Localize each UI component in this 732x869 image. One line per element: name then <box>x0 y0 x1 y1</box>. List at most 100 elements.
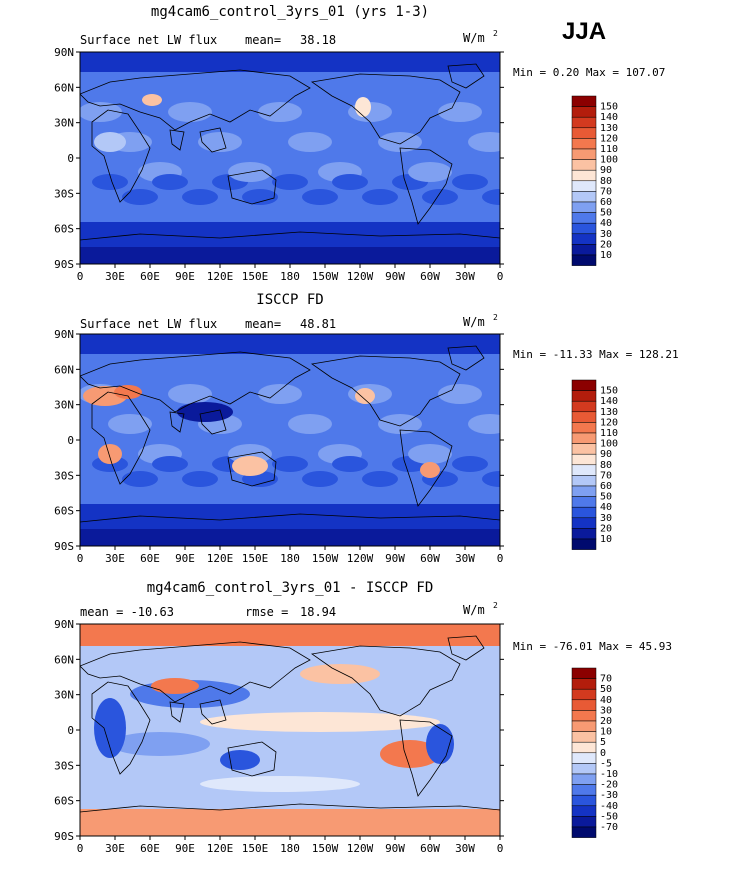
continent-outline <box>447 63 485 89</box>
arctic-warm-band <box>80 624 500 646</box>
legend-level-label: 50 <box>600 208 612 219</box>
field-patch <box>302 471 338 487</box>
india-warm <box>151 678 199 694</box>
continent-outline <box>169 129 185 151</box>
legend-swatch <box>571 233 597 245</box>
minmax-label: Min = -76.01 Max = 45.93 <box>513 640 672 653</box>
legend-swatch <box>571 763 597 775</box>
lon-tick-label: 30E <box>105 270 125 283</box>
panel-svg: mg4cam6_control_3yrs_01 (yrs 1-3) Surface… <box>54 4 665 283</box>
panel-svg: ISCCP FD Surface net LW flux mean= 48.81 W/m… <box>54 292 678 565</box>
map-area <box>79 51 501 265</box>
legend-swatch <box>571 379 597 391</box>
lat-tick-label: 0 <box>67 434 74 447</box>
lon-tick-label: 150E <box>242 842 269 855</box>
panel-diff: mg4cam6_control_3yrs_01 - ISCCP FD mean =… <box>0 578 732 865</box>
legend-swatch <box>571 773 597 785</box>
legend-level-label: 40 <box>600 502 612 513</box>
continent-outline <box>447 345 485 371</box>
field-patch <box>452 174 488 190</box>
field-patch <box>422 189 458 205</box>
panel-units: W/m <box>463 31 485 45</box>
lon-tick-label: 90W <box>385 842 405 855</box>
panel-units: W/m <box>463 603 485 617</box>
legend-swatch <box>571 699 597 711</box>
lon-tick-label: 60E <box>140 270 160 283</box>
field-patch <box>152 456 188 472</box>
lon-tick-label: 120E <box>207 842 234 855</box>
legend-swatch <box>571 485 597 497</box>
legend-level-label: 20 <box>600 523 612 534</box>
field-patch <box>362 189 398 205</box>
panel-stat-label: mean= <box>245 317 281 331</box>
lon-tick-label: 150E <box>242 270 269 283</box>
panel-stat-value: 38.18 <box>300 33 336 47</box>
field-patch <box>122 189 158 205</box>
field-patch <box>258 384 302 404</box>
legend-swatch <box>571 453 597 466</box>
field-patch <box>198 132 242 152</box>
sepacific-warm <box>380 740 440 768</box>
panel-obs: ISCCP FD Surface net LW flux mean= 48.81 W/m… <box>0 292 732 582</box>
samerica-warm <box>420 462 440 478</box>
legend-swatch <box>571 528 597 540</box>
legend-level-label: 30 <box>600 229 612 240</box>
legend-level-label: 10 <box>600 534 612 545</box>
continent-outline <box>199 699 227 725</box>
field-patch <box>438 384 482 404</box>
field-patch <box>122 471 158 487</box>
field-patch <box>272 174 308 190</box>
antarctic-band <box>80 247 500 264</box>
lon-tick-label: 120E <box>207 552 234 565</box>
continent-outline <box>310 355 461 427</box>
legend-swatch <box>571 180 597 192</box>
lat-tick-label: 90N <box>54 618 74 631</box>
lon-tick-label: 150W <box>312 270 339 283</box>
namerica-warm <box>355 388 375 404</box>
legend-swatch <box>571 138 597 150</box>
legend-swatch <box>571 464 597 476</box>
lon-tick-label: 0 <box>77 270 84 283</box>
continent-outline <box>80 231 500 264</box>
legend-swatch <box>571 390 597 402</box>
lon-tick-label: 150W <box>312 842 339 855</box>
legend-level-label: 140 <box>600 112 618 123</box>
map-area <box>79 333 501 547</box>
lat-tick-label: 60S <box>54 505 74 518</box>
legend-swatch <box>571 741 597 754</box>
map-area <box>79 623 501 837</box>
minmax-label: Min = 0.20 Max = 107.07 <box>513 66 665 79</box>
lon-tick-label: 90W <box>385 270 405 283</box>
lon-tick-label: 0 <box>497 270 504 283</box>
continent-outline <box>227 169 277 205</box>
legend-level-label: 40 <box>600 695 612 706</box>
lat-tick-label: 90S <box>54 258 74 271</box>
panel-stat-label: mean= <box>245 33 281 47</box>
continent-outline <box>169 411 185 433</box>
lat-tick-label: 30N <box>54 689 74 702</box>
lon-tick-label: 60W <box>420 842 440 855</box>
field-patch <box>168 102 212 122</box>
lat-tick-label: 60N <box>54 653 74 666</box>
lat-tick-label: 0 <box>67 724 74 737</box>
continent-outline <box>80 641 311 703</box>
field-patch <box>288 132 332 152</box>
continent-outline <box>199 127 227 153</box>
panel-left-label: mean = -10.63 <box>80 605 174 619</box>
panel-units-sup: 2 <box>493 29 498 38</box>
legend-swatch <box>571 106 597 118</box>
panel-svg: mg4cam6_control_3yrs_01 - ISCCP FD mean =… <box>54 580 672 855</box>
lat-tick-label: 30S <box>54 469 74 482</box>
lon-tick-label: 150E <box>242 552 269 565</box>
legend-level-label: 20 <box>600 239 612 250</box>
panel-units-sup: 2 <box>493 601 498 610</box>
legend-swatch <box>571 159 597 171</box>
lon-tick-label: 90E <box>175 842 195 855</box>
field-patch <box>168 384 212 404</box>
field-patch <box>80 102 122 122</box>
legend-swatch <box>571 127 597 139</box>
lat-tick-label: 30S <box>54 759 74 772</box>
polar-band-north <box>80 334 500 354</box>
legend-level-label: 100 <box>600 155 618 166</box>
legend-level-label: -5 <box>600 758 612 769</box>
